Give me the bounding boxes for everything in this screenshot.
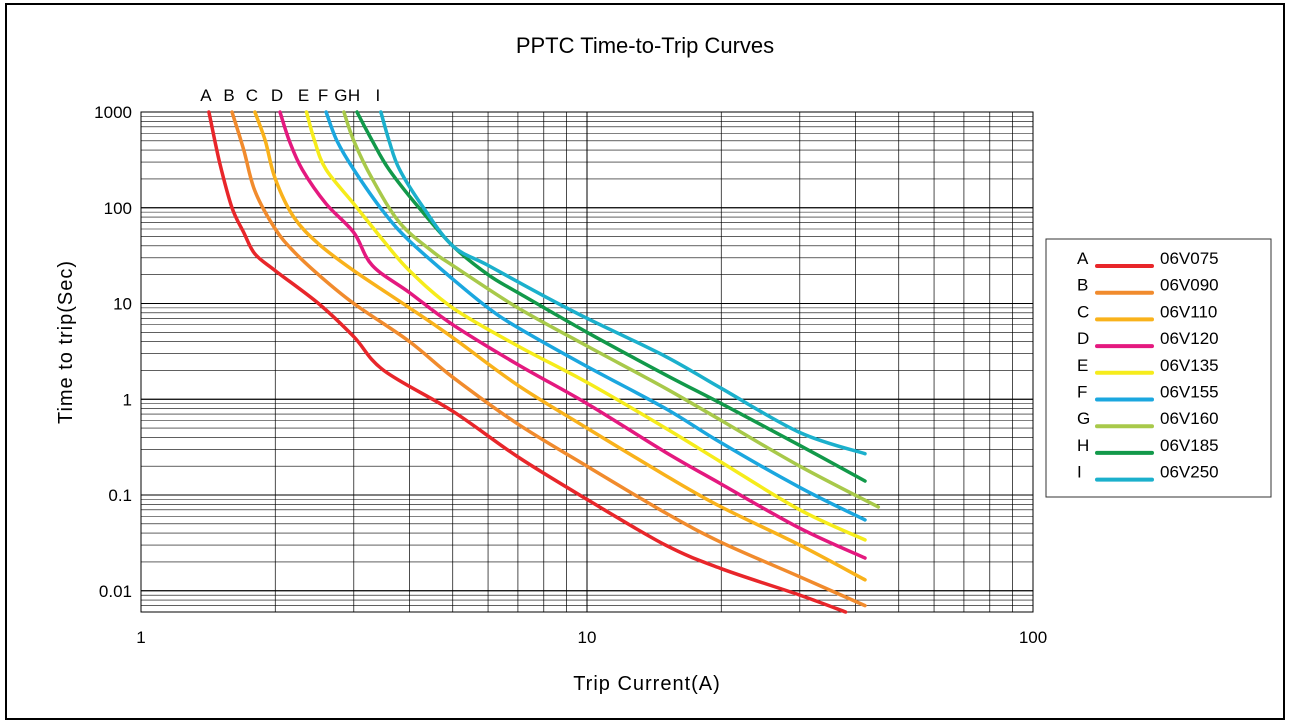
curve-letter-h: H [348, 86, 360, 105]
x-tick-labels: 1 10 100 [136, 628, 1047, 647]
legend-letter: I [1077, 463, 1082, 482]
curve-f [324, 110, 867, 522]
y-tick-labels: 1000 100 10 1 0.1 0.01 [94, 103, 132, 601]
legend-series-name: 06V090 [1160, 276, 1219, 295]
legend-series-name: 06V135 [1160, 356, 1219, 375]
legend-letter: E [1077, 356, 1088, 375]
legend-box [1045, 238, 1272, 498]
curve-series [207, 110, 881, 614]
legend-series-name: 06V185 [1160, 436, 1219, 455]
curve-b [230, 110, 867, 608]
curve-letter-f: F [318, 86, 328, 105]
y-tick-label: 0.01 [99, 582, 132, 601]
plot-grid [140, 111, 1034, 613]
curve-c [253, 110, 867, 582]
legend-letter: G [1077, 409, 1090, 428]
legend-series-name: 06V110 [1160, 302, 1217, 321]
curve-letter-e: E [298, 86, 309, 105]
curve-e [304, 110, 867, 542]
legend-letter: H [1077, 436, 1089, 455]
y-tick-label: 0.1 [108, 486, 132, 505]
x-axis-label: Trip Current(A) [573, 673, 721, 695]
curve-a [207, 110, 848, 614]
legend-letter: B [1077, 276, 1088, 295]
y-tick-label: 1 [123, 390, 132, 409]
curve-i [379, 110, 867, 456]
legend-series-name: 06V160 [1160, 409, 1219, 428]
y-tick-label: 1000 [94, 103, 132, 122]
curve-letter-g: G [334, 86, 347, 105]
legend-series-name: 06V075 [1160, 249, 1219, 268]
y-axis-label: Time to trip(Sec) [55, 260, 77, 424]
curve-g [342, 110, 881, 509]
curve-letter-d: D [271, 86, 283, 105]
legend-letter: F [1077, 383, 1087, 402]
curve-letter-b: B [223, 86, 234, 105]
chart-title: PPTC Time-to-Trip Curves [516, 33, 774, 58]
legend-series-name: 06V250 [1160, 463, 1219, 482]
x-tick-label: 100 [1019, 628, 1047, 647]
y-tick-label: 10 [113, 295, 132, 314]
curve-letter-a: A [200, 86, 212, 105]
y-tick-label: 100 [104, 199, 132, 218]
legend-letter: C [1077, 302, 1089, 321]
legend: A 06V075 B 06V090 C 06V110 D 06V120 E 06V135 F 06V1… [1045, 238, 1272, 498]
legend-series-name: 06V155 [1160, 383, 1219, 402]
legend-series-name: 06V120 [1160, 329, 1219, 348]
x-tick-label: 1 [136, 628, 145, 647]
legend-letter: A [1077, 249, 1089, 268]
legend-letter: D [1077, 329, 1089, 348]
x-tick-label: 10 [578, 628, 597, 647]
curve-letter-c: C [246, 86, 258, 105]
curve-d [278, 110, 867, 560]
curve-h [355, 110, 867, 483]
curve-letter-i: I [376, 86, 381, 105]
